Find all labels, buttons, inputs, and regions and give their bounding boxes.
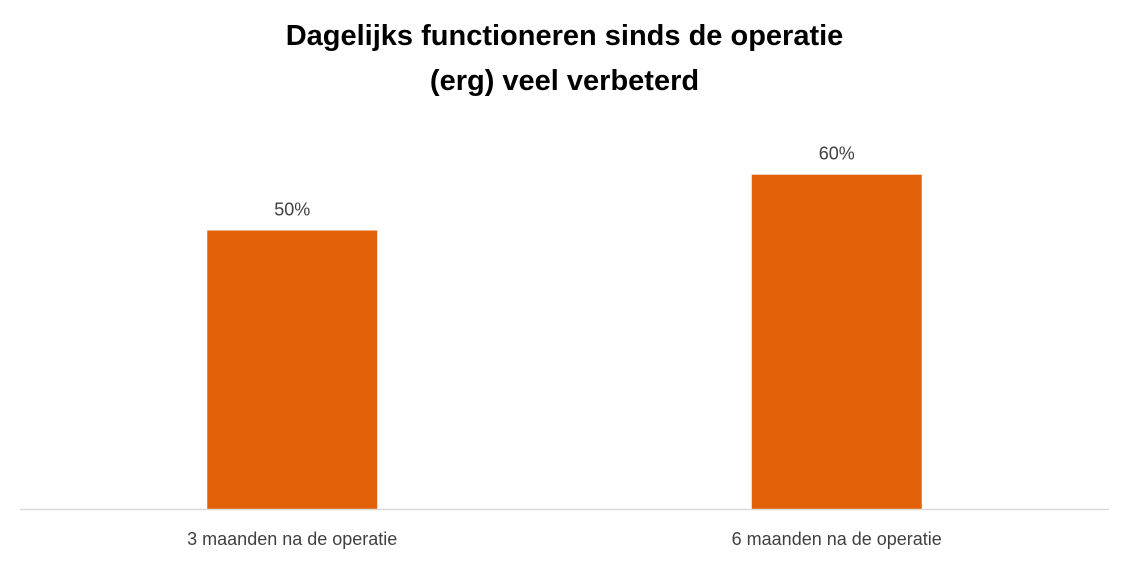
data-labels-group: 50% 60% — [274, 144, 855, 220]
x-tick-label-2: 6 maanden na de operatie — [732, 529, 942, 549]
bar-1 — [207, 230, 378, 510]
chart-title-line-2: (erg) veel verbeterd — [429, 65, 700, 97]
bars-group — [207, 174, 922, 510]
data-label-1: 50% — [274, 200, 310, 220]
x-tick-label-1: 3 maanden na de operatie — [187, 529, 397, 549]
data-label-2: 60% — [819, 144, 855, 164]
bar-2 — [751, 174, 922, 510]
x-tick-labels-group: 3 maanden na de operatie 6 maanden na de … — [187, 529, 942, 549]
chart-title-line-1: Dagelijks functioneren sinds de operatie — [285, 20, 844, 52]
chart-title: Dagelijks functioneren sinds de operatie… — [0, 14, 1129, 104]
